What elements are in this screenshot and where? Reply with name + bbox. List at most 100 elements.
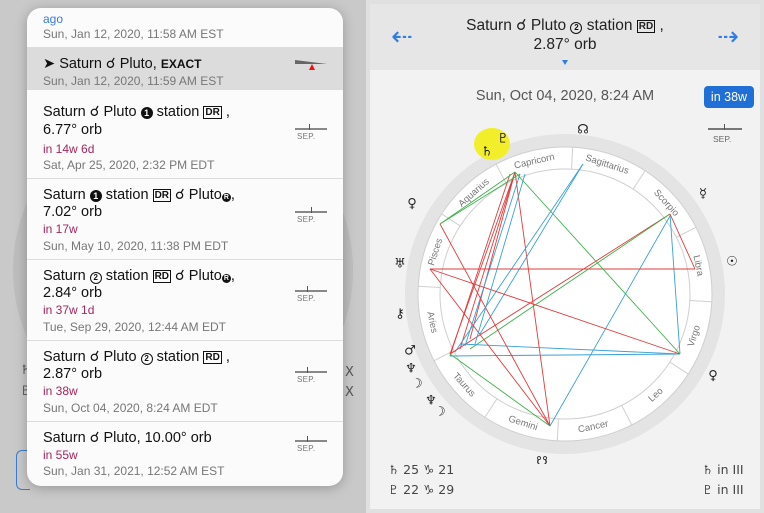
list-item-selected[interactable]: ➤ Saturn ☌ Pluto, EXACT Sun, Jan 12, 202… <box>27 48 343 90</box>
event-date: Sun, Jan 12, 2020, 11:59 AM EST <box>43 74 224 88</box>
aspect-line <box>439 173 521 225</box>
planet-glyph-icon: ☽ <box>411 377 423 392</box>
event-countdown: in 38w <box>43 384 78 398</box>
event-orb: 6.77° orb <box>43 122 103 138</box>
sign-divider <box>632 170 646 190</box>
aspect-line <box>449 173 511 357</box>
planet-glyphs: ♄♇☊☿☉♀☋♀♅⚷♂♆☽♆☽ <box>394 123 738 465</box>
planet-glyph-icon: ♀ <box>407 197 417 212</box>
planet-glyph-icon: ♄ <box>481 145 493 160</box>
event-date: Sun, Jan 12, 2020, 11:58 AM EST <box>43 27 224 41</box>
title-text: Saturn ☌ Pluto <box>466 17 567 34</box>
sign-divider <box>441 213 461 227</box>
header-title-line2[interactable]: 2.87° orb <box>533 36 597 53</box>
right-pane: ⇠ Saturn ☌ Pluto 2 station RD , 2.87° or… <box>370 4 760 509</box>
sign-label-libra: Libra <box>690 254 705 278</box>
retrograde-icon: R <box>221 193 231 202</box>
event-tail: ☌ Pluto <box>175 187 222 203</box>
aspect-line <box>464 173 521 347</box>
planet-glyph-icon: ♀ <box>708 369 718 384</box>
aspect-line <box>479 163 584 335</box>
aspect-line <box>459 171 516 350</box>
sign-divider <box>484 398 498 418</box>
event-text: Saturn <box>43 187 86 203</box>
event-title: Saturn 2 station RD ☌ Pluto R, <box>43 268 235 284</box>
list-item[interactable]: Saturn ☌ Pluto 1 station DR , 6.77° orb … <box>27 90 343 179</box>
planet-glyph-icon: ♆ <box>425 394 437 409</box>
background-button <box>16 450 30 490</box>
ago-label: ago <box>43 12 64 26</box>
aspect-line <box>454 163 584 353</box>
planet-glyph-icon: ♇ <box>497 132 509 147</box>
aspect-line <box>429 268 681 355</box>
aspect-line <box>474 173 526 345</box>
station-number-icon: 1 <box>140 107 153 119</box>
in-weeks-button[interactable]: in 38w <box>704 86 754 108</box>
chart-wheel[interactable]: Capricorn SagittariusScorpioLibraVirgoLeo… <box>370 114 760 465</box>
list-item[interactable]: Saturn 1 station DR ☌ Pluto R, 7.02° orb … <box>27 179 343 260</box>
bg-x-2: X <box>345 385 354 400</box>
station-label: station <box>156 104 200 120</box>
footer-saturn-house: ♄ in III <box>702 462 744 477</box>
sign-divider <box>495 163 507 184</box>
sign-divider <box>621 405 633 426</box>
separating-icon: SEP. <box>295 122 327 144</box>
list-item[interactable]: Saturn 2 station RD ☌ Pluto R, 2.84° orb … <box>27 260 343 341</box>
aspect-line <box>429 268 551 427</box>
aspect-line <box>669 213 681 355</box>
sign-divider <box>556 418 559 441</box>
event-date: Sat, Apr 25, 2020, 2:32 PM EDT <box>43 158 215 172</box>
event-orb: 7.02° orb <box>43 204 103 220</box>
direction-box: DR <box>203 106 222 119</box>
sign-label-aries: Aries <box>424 311 439 335</box>
separating-icon: SEP. <box>708 124 744 148</box>
planet-glyph-icon: ⚷ <box>395 307 405 322</box>
event-countdown: in 55w <box>43 448 78 462</box>
separating-icon: SEP. <box>295 205 327 227</box>
sign-divider <box>689 300 712 303</box>
event-text: Saturn ☌ Pluto, <box>59 56 157 72</box>
event-text: Saturn ☌ Pluto <box>43 104 137 120</box>
event-tail: ☌ Pluto <box>175 268 222 284</box>
sign-divider <box>669 361 689 375</box>
event-date: Tue, Sep 29, 2020, 12:44 AM EDT <box>43 320 226 334</box>
event-countdown: in 17w <box>43 222 78 236</box>
planet-glyph-icon: ☋ <box>536 455 548 465</box>
direction-box: RD <box>203 351 222 364</box>
event-countdown: in 14w 6d <box>43 142 95 156</box>
direction-box: RD <box>636 20 656 33</box>
exact-label: EXACT <box>160 57 202 71</box>
planet-glyph-icon: ♆ <box>405 362 417 377</box>
aspect-line <box>669 213 696 270</box>
aspect-line <box>469 171 516 340</box>
header: ⇠ Saturn ☌ Pluto 2 station RD , 2.87° or… <box>370 4 760 70</box>
header-title-line1[interactable]: Saturn ☌ Pluto 2 station RD , <box>466 17 664 34</box>
pluto-glyph-bg: ♇ <box>20 384 32 399</box>
list-item[interactable]: ago Sun, Jan 12, 2020, 11:58 AM EST <box>27 8 343 48</box>
station-number-icon: 2 <box>570 22 583 34</box>
separating-icon: SEP. <box>295 284 327 306</box>
planet-glyph-icon: ♂ <box>404 344 416 359</box>
events-popover: ago Sun, Jan 12, 2020, 11:58 AM EST ➤ Sa… <box>27 8 343 486</box>
chart-date: Sun, Oct 04, 2020, 8:24 AM <box>475 88 655 104</box>
dropdown-indicator-icon[interactable] <box>562 60 568 65</box>
planet-glyph-icon: ☊ <box>577 123 589 138</box>
planet-glyph-icon: ☉ <box>726 255 738 270</box>
wheel-inner-circle <box>439 168 691 420</box>
highlight-marker <box>474 128 510 160</box>
event-title: Saturn ☌ Pluto 2 station RD , <box>43 349 230 365</box>
aspect-line <box>439 223 551 427</box>
aspect-line <box>514 171 551 427</box>
station-label: station <box>586 17 633 34</box>
list-item[interactable]: Saturn ☌ Pluto, 10.00° orb in 55w Sun, J… <box>27 422 343 486</box>
list-item[interactable]: Saturn ☌ Pluto 2 station RD , 2.87° orb … <box>27 341 343 422</box>
event-orb: 2.84° orb <box>43 285 103 301</box>
direction-box: DR <box>152 189 172 202</box>
arrow-left-icon[interactable]: ⇠ <box>391 21 413 51</box>
arrow-right-icon[interactable]: ⇢ <box>717 21 739 51</box>
event-countdown: in 37w 1d <box>43 303 95 317</box>
saturn-glyph-bg: ♄ <box>20 363 32 378</box>
planet-glyph-icon: ♅ <box>394 257 406 272</box>
left-pane: ♄ ♇ X X ago Sun, Jan 12, 2020, 11:58 AM … <box>0 0 366 513</box>
